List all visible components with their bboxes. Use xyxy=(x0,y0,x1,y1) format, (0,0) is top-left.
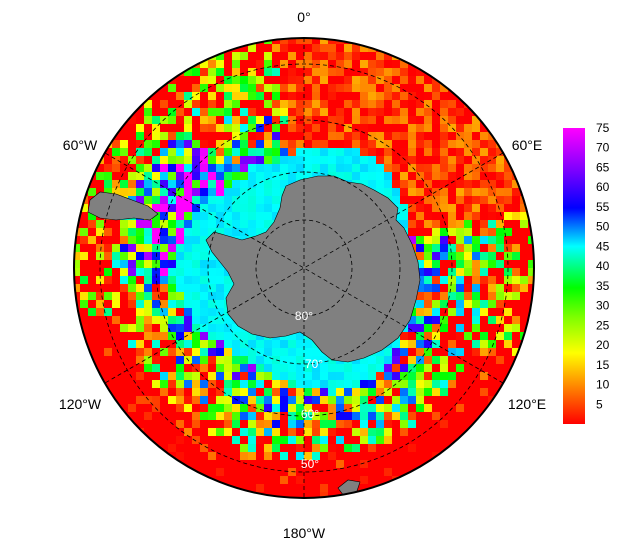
antarctica-landmass xyxy=(205,175,421,363)
colorbar-tick-label: 70 xyxy=(596,141,610,155)
colorbar-tick-label: 25 xyxy=(596,318,610,332)
colorbar-tick-label: 50 xyxy=(596,220,610,234)
colorbar-ticks: 5 10 15 20 25 30 35 40 45 50 55 60 65 70 75 xyxy=(596,121,610,411)
lon-label-60w: 60°W xyxy=(63,137,98,153)
map-disc xyxy=(74,38,534,498)
lon-label-180w: 180°W xyxy=(283,525,326,541)
colorbar-tick-label: 20 xyxy=(596,338,610,352)
lat-label-80: 80° xyxy=(295,309,313,323)
colorbar-tick-label: 55 xyxy=(596,200,610,214)
graticule xyxy=(99,38,509,498)
lat-label-50: 50° xyxy=(301,457,319,471)
latitude-circle-50 xyxy=(99,63,509,473)
lon-label-60e: 60°E xyxy=(512,137,543,153)
colorbar-tick-label: 40 xyxy=(596,259,610,273)
colorbar-tick-label: 75 xyxy=(596,121,610,135)
lon-label-120w: 120°W xyxy=(59,396,102,412)
colorbar-tick-label: 15 xyxy=(596,358,610,372)
colorbar-tick-label: 35 xyxy=(596,279,610,293)
lon-label-0: 0° xyxy=(297,9,310,25)
colorbar-tick-label: 30 xyxy=(596,299,610,313)
south-america-tip xyxy=(87,191,159,221)
colorbar-tick-label: 65 xyxy=(596,160,610,174)
colorbar-tick-label: 45 xyxy=(596,239,610,253)
map-border xyxy=(73,37,535,499)
lon-label-120e: 120°E xyxy=(508,396,546,412)
lat-label-60: 60° xyxy=(301,407,319,421)
colorbar-tick-label: 60 xyxy=(596,180,610,194)
colorbar xyxy=(563,128,585,424)
lat-label-70: 70° xyxy=(305,357,323,371)
colorbar-tick-label: 10 xyxy=(596,378,610,392)
colorbar-tick-label: 5 xyxy=(596,397,603,411)
